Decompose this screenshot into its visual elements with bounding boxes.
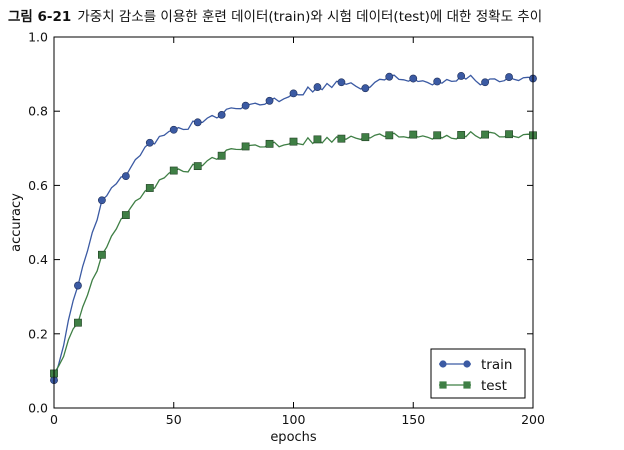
series-layer bbox=[50, 72, 537, 385]
legend-marker-test bbox=[463, 381, 471, 389]
point-test bbox=[98, 250, 106, 259]
point-test bbox=[241, 142, 250, 151]
y-tick-label: 0.8 bbox=[28, 104, 48, 119]
point-train bbox=[98, 196, 106, 205]
x-axis-label: epochs bbox=[270, 430, 317, 445]
legend-box bbox=[430, 348, 526, 399]
point-train bbox=[121, 172, 130, 181]
point-test bbox=[361, 133, 370, 142]
x-tick-label: 0 bbox=[50, 412, 58, 427]
x-tick-label: 150 bbox=[401, 412, 425, 427]
point-test bbox=[121, 211, 130, 219]
y-tick-label: 0.2 bbox=[28, 326, 48, 341]
point-train bbox=[169, 125, 178, 134]
point-test bbox=[217, 151, 226, 160]
ticks-layer: 0 50 100 150 200 0.0 0.2 0.4 0.6 0.8 1.0 bbox=[28, 30, 545, 428]
point-test bbox=[433, 131, 442, 140]
figure-number: 그림 6-21 bbox=[8, 9, 72, 25]
point-train bbox=[361, 84, 370, 93]
legend: train test bbox=[430, 348, 526, 399]
legend-label-test: test bbox=[481, 378, 507, 394]
series-line-test bbox=[53, 130, 534, 374]
point-train bbox=[193, 118, 202, 127]
point-test bbox=[193, 162, 202, 171]
x-tick-label: 200 bbox=[521, 412, 545, 427]
point-test bbox=[169, 166, 178, 175]
y-tick-label: 0.4 bbox=[28, 252, 48, 267]
legend-label-train: train bbox=[481, 357, 512, 373]
point-train bbox=[217, 111, 226, 119]
point-test bbox=[385, 131, 394, 140]
point-test bbox=[265, 139, 274, 148]
point-test bbox=[481, 130, 489, 139]
point-train bbox=[289, 89, 298, 98]
series-line-train bbox=[53, 74, 534, 381]
y-axis-label: accuracy bbox=[9, 193, 24, 252]
point-test bbox=[337, 134, 346, 143]
point-train bbox=[241, 101, 250, 110]
point-train bbox=[265, 96, 274, 105]
point-test bbox=[457, 131, 466, 139]
point-test bbox=[313, 135, 322, 144]
point-test bbox=[145, 184, 154, 192]
figure-caption: 그림 6-21 가중치 감소를 이용한 훈련 데이터(train)와 시험 데이터… bbox=[8, 5, 542, 25]
x-tick-label: 50 bbox=[166, 412, 182, 427]
series-train bbox=[50, 72, 537, 385]
x-tick-label: 100 bbox=[282, 412, 306, 427]
point-train bbox=[313, 83, 322, 91]
y-tick-label: 0.0 bbox=[28, 401, 48, 416]
point-train bbox=[505, 73, 513, 81]
point-test bbox=[409, 130, 418, 139]
figure-caption-text: 가중치 감소를 이용한 훈련 데이터(train)와 시험 데이터(test)에… bbox=[77, 9, 543, 25]
point-test bbox=[289, 137, 298, 146]
point-train bbox=[337, 78, 346, 87]
legend-marker-test bbox=[439, 381, 447, 389]
point-train bbox=[433, 77, 442, 86]
point-train bbox=[409, 74, 418, 83]
point-train bbox=[145, 138, 154, 147]
legend-marker-train bbox=[439, 360, 447, 368]
y-tick-label: 1.0 bbox=[28, 30, 48, 45]
point-train bbox=[457, 72, 466, 80]
point-test bbox=[74, 318, 82, 327]
y-tick-label: 0.6 bbox=[28, 178, 48, 193]
series-test bbox=[50, 130, 537, 378]
point-train bbox=[385, 72, 394, 81]
point-train bbox=[74, 281, 82, 290]
point-train bbox=[481, 78, 489, 87]
point-test bbox=[505, 130, 513, 139]
legend-marker-train bbox=[463, 360, 471, 368]
